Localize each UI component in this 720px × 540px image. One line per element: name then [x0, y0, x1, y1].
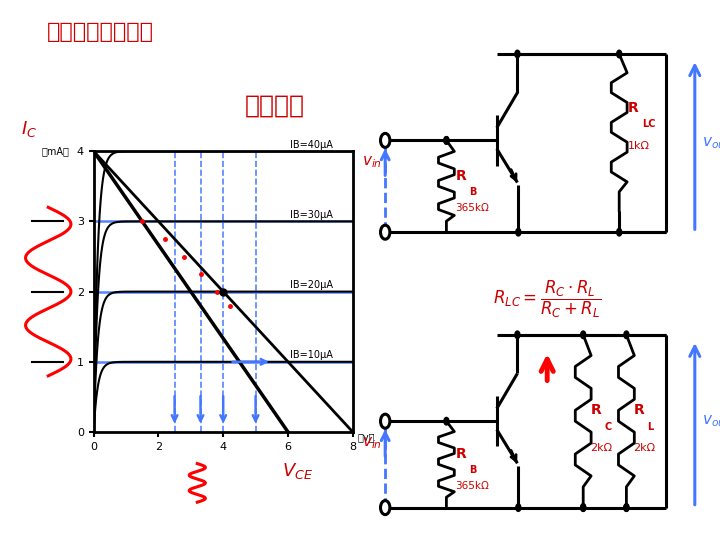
Text: R: R — [628, 101, 639, 115]
Circle shape — [624, 504, 629, 511]
Text: R: R — [455, 168, 466, 183]
Circle shape — [444, 137, 449, 144]
Text: $v_{out}$: $v_{out}$ — [702, 135, 720, 151]
Text: R: R — [455, 447, 466, 461]
Text: L: L — [647, 422, 654, 431]
Circle shape — [617, 50, 622, 58]
Text: IB=30μA: IB=30μA — [289, 210, 333, 220]
Circle shape — [515, 50, 520, 58]
Text: 2kΩ: 2kΩ — [634, 443, 656, 453]
Circle shape — [380, 133, 390, 147]
Text: $V_{CE}$: $V_{CE}$ — [282, 461, 312, 481]
Text: LC: LC — [642, 119, 656, 129]
Text: C: C — [604, 422, 611, 431]
Circle shape — [624, 331, 629, 339]
Circle shape — [516, 504, 521, 511]
Text: IB=10μA: IB=10μA — [289, 350, 333, 360]
Text: （v）: （v） — [358, 433, 375, 442]
Text: R: R — [634, 403, 644, 417]
Text: $v_{out}$: $v_{out}$ — [702, 413, 720, 429]
Circle shape — [380, 501, 390, 515]
Text: $v_{in}$: $v_{in}$ — [362, 154, 382, 170]
Text: 365kΩ: 365kΩ — [455, 203, 490, 213]
Text: 固定バイアス回路: 固定バイアス回路 — [47, 22, 154, 42]
Text: 出力特性: 出力特性 — [245, 93, 305, 118]
Circle shape — [516, 228, 521, 236]
Text: IB=40μA: IB=40μA — [289, 140, 333, 150]
Circle shape — [444, 417, 449, 425]
Text: $R_{LC} = \dfrac{R_C \cdot R_L}{R_C + R_L}$: $R_{LC} = \dfrac{R_C \cdot R_L}{R_C + R_… — [493, 279, 601, 320]
Circle shape — [515, 331, 520, 339]
Text: B: B — [469, 465, 477, 475]
Text: $I_C$: $I_C$ — [21, 119, 37, 139]
Circle shape — [581, 331, 586, 339]
Text: R: R — [590, 403, 601, 417]
Circle shape — [581, 504, 586, 511]
Text: 2kΩ: 2kΩ — [590, 443, 613, 453]
Circle shape — [444, 137, 449, 144]
Text: 365kΩ: 365kΩ — [455, 481, 490, 491]
Circle shape — [581, 504, 586, 511]
Text: 1kΩ: 1kΩ — [628, 141, 650, 151]
Text: $v_{in}$: $v_{in}$ — [362, 435, 382, 451]
Text: B: B — [469, 187, 477, 197]
Circle shape — [617, 228, 622, 236]
Text: IB=20μA: IB=20μA — [289, 280, 333, 290]
Text: （mA）: （mA） — [42, 146, 70, 156]
Circle shape — [380, 414, 390, 428]
Circle shape — [624, 504, 629, 511]
Circle shape — [380, 225, 390, 239]
